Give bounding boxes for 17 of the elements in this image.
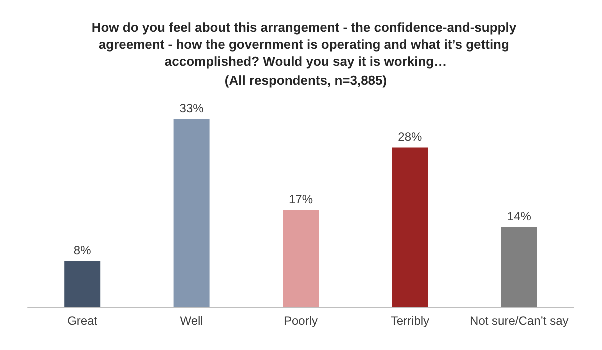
chart-subtitle: (All respondents, n=3,885) bbox=[224, 73, 388, 88]
data-label: 14% bbox=[507, 209, 532, 224]
bar bbox=[283, 210, 319, 307]
x-tick-label: Terribly bbox=[390, 314, 430, 328]
bar bbox=[501, 227, 538, 307]
data-label: 28% bbox=[398, 130, 423, 144]
bar bbox=[174, 119, 210, 307]
data-label: 17% bbox=[288, 192, 314, 206]
x-tick-label: Poorly bbox=[284, 314, 318, 328]
chart-title: How do you feel about this arrangement - the confidence-and-supply agreement - how the government is operating and what it’s getting accomplished? Would you say it is working… bbox=[92, 20, 520, 69]
x-tick-label: Great bbox=[68, 314, 98, 328]
data-label: 8% bbox=[74, 244, 92, 258]
bar bbox=[64, 262, 101, 307]
bar bbox=[392, 148, 428, 307]
data-label: 33% bbox=[180, 101, 204, 116]
x-tick-label: Not sure/Can’t say bbox=[470, 314, 569, 328]
x-tick-label: Well bbox=[180, 314, 204, 328]
